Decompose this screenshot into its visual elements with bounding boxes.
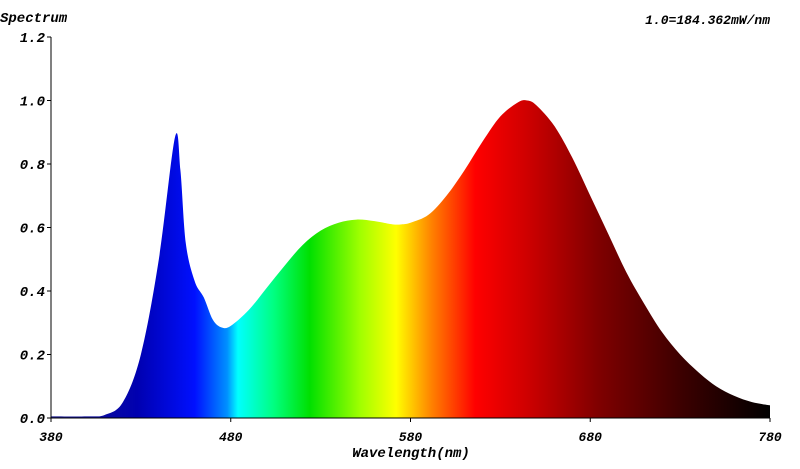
x-tick-label: 380	[39, 430, 63, 445]
y-tick-label: 0.8	[20, 158, 46, 174]
x-tick-label: 780	[758, 430, 782, 445]
y-tick-label: 1.0	[20, 95, 45, 111]
chart-title: Spectrum	[0, 11, 68, 27]
y-tick-label: 0.2	[20, 349, 46, 365]
y-tick-label: 0.0	[20, 412, 45, 428]
x-tick-label: 480	[219, 430, 243, 445]
scale-annotation: 1.0=184.362mW/nm	[645, 13, 770, 28]
y-tick-label: 0.6	[20, 222, 46, 238]
y-tick-label: 1.2	[20, 31, 46, 47]
y-tick-label: 0.4	[20, 285, 45, 301]
x-tick-label: 680	[579, 430, 603, 445]
x-axis-label: Wavelength(nm)	[352, 446, 470, 462]
x-tick-label: 580	[399, 430, 423, 445]
spectrum-area	[51, 100, 770, 419]
